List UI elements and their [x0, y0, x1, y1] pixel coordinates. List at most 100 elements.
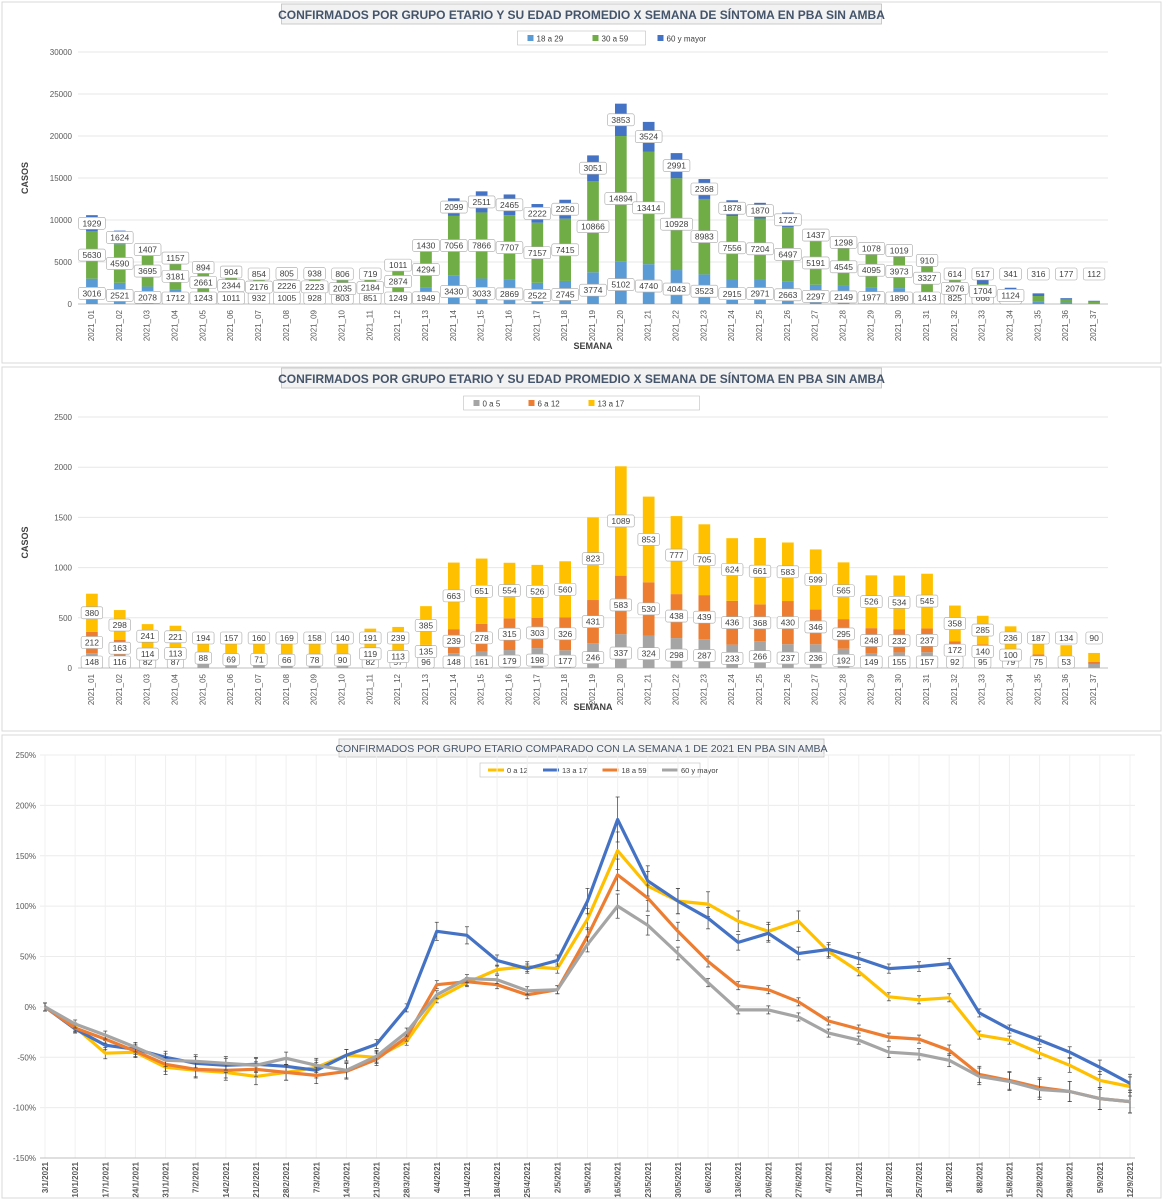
data-label-middle-2021_19-box — [576, 220, 610, 233]
data-label-bottom-2021_17-box — [523, 289, 552, 302]
data-label-top-2021_30-box — [888, 596, 911, 609]
data-label-middle-2021_06-box — [217, 279, 245, 292]
data-label-bottom-2021_02: 116 — [113, 657, 127, 667]
data-label-top-2021_29: 1078 — [862, 243, 881, 253]
data-label-middle-2021_30: 3973 — [890, 266, 909, 276]
data-label-bottom-2021_19: 246 — [586, 653, 600, 663]
x-tick-label: 2021_18 — [560, 309, 569, 341]
data-label-bottom-2021_16: 2869 — [500, 289, 519, 299]
x-tick-label: 2021_13 — [421, 309, 430, 341]
data-label-bottom-2021_20-box — [607, 278, 635, 291]
x-tick-label: 4/7/2021 — [825, 1161, 834, 1193]
data-label-middle-2021_27-box — [804, 620, 827, 634]
data-label-bottom-2021_33: 666 — [976, 293, 990, 303]
data-label-top-2021_30: 534 — [892, 597, 906, 607]
data-label-top-2021_20-box — [607, 113, 635, 127]
data-label-bottom-2021_31: 1413 — [918, 293, 937, 303]
x-tick-label: 10/1/2021 — [71, 1161, 80, 1197]
data-label-top-2021_29: 526 — [864, 597, 878, 607]
data-label-middle-2021_29: 4095 — [862, 265, 881, 275]
x-tick-label: 2021_21 — [644, 309, 653, 341]
data-label-top-2021_34: 236 — [1003, 633, 1017, 643]
data-label-top-2021_20: 1089 — [611, 516, 630, 526]
data-label-middle-2021_08-box — [273, 279, 301, 293]
x-tick-label: 2021_05 — [198, 309, 207, 341]
data-label-bottom-2021_15-box — [467, 286, 496, 300]
data-label-bottom-2021_21-box — [634, 279, 663, 293]
data-label-top-2021_18-box — [551, 202, 579, 216]
x-tick-label: 31/1/2021 — [162, 1161, 171, 1197]
x-tick-label: 2021_32 — [950, 673, 959, 705]
data-label-top-2021_01-box — [78, 216, 106, 230]
data-label-bottom-2021_27-box — [804, 651, 827, 665]
x-tick-label: 2021_30 — [894, 673, 903, 705]
data-label-middle-2021_09: 78 — [310, 655, 320, 665]
data-label-bottom-2021_17-box — [526, 653, 549, 667]
data-label-middle-2021_10: 2035 — [333, 284, 352, 294]
data-label-middle-2021_02: 4590 — [110, 259, 129, 269]
data-label-middle-2021_19: 10866 — [581, 222, 605, 232]
data-label-middle-2021_15-box — [470, 631, 493, 645]
data-label-bottom-2021_06: 1011 — [222, 293, 241, 303]
data-label-middle-2021_17-box — [523, 246, 552, 260]
data-label-top-2021_16-box — [498, 584, 521, 597]
y-tick-label: 0 — [68, 300, 73, 309]
legend-label-0: 18 a 29 — [537, 35, 564, 44]
data-label-top-2021_22-box — [662, 159, 691, 172]
x-tick-label: 5/9/2021 — [1096, 1161, 1105, 1193]
data-label-middle-2021_01-box — [80, 636, 104, 649]
data-label-top-2021_13-box — [414, 619, 438, 632]
line-series-60-y-mayor — [44, 904, 1131, 1104]
data-label-top-2021_24-box — [721, 563, 744, 576]
x-tick-label: 2021_24 — [727, 309, 736, 341]
legend-swatch-0 — [473, 400, 480, 406]
x-tick-label: 2021_36 — [1061, 309, 1070, 341]
data-label-top-2021_31: 910 — [920, 255, 934, 265]
data-label-top-2021_18: 560 — [558, 584, 572, 594]
x-tick-label: 25/4/2021 — [523, 1161, 532, 1197]
data-label-bottom-2021_24: 233 — [725, 653, 739, 663]
data-label-middle-2021_07-box — [245, 280, 273, 294]
data-label-bottom-2021_09: 928 — [308, 293, 322, 303]
x-axis-title: SEMANA — [573, 341, 613, 351]
data-label-bottom-2021_02-box — [108, 655, 131, 669]
legend-label-0: 0 a 5 — [483, 400, 501, 409]
x-tick-label: 2021_35 — [1033, 673, 1042, 705]
data-label-middle-2021_06-box — [222, 653, 240, 666]
data-label-top-2021_26: 1727 — [778, 215, 797, 225]
data-label-bottom-2021_26-box — [774, 288, 802, 302]
data-label-middle-2021_28: 295 — [836, 629, 850, 639]
data-label-bottom-2021_14: 148 — [447, 657, 461, 667]
x-tick-label: 2021_21 — [644, 673, 653, 705]
data-label-top-2021_19: 823 — [586, 554, 600, 564]
y-tick-label: 2000 — [54, 463, 72, 472]
data-label-top-2021_14: 663 — [447, 591, 461, 601]
x-tick-label: 8/8/2021 — [975, 1161, 984, 1193]
data-label-bottom-2021_27-box — [802, 290, 830, 303]
data-label-top-2021_01-box — [80, 606, 104, 620]
data-label-middle-2021_32: 2076 — [945, 283, 964, 293]
y-tick-label: 1500 — [54, 513, 72, 522]
legend-box — [517, 30, 646, 46]
data-label-top-2021_36: 134 — [1059, 633, 1073, 643]
data-label-top-2021_15: 651 — [475, 586, 489, 596]
legend-label-0: 0 a 12 — [507, 766, 528, 775]
data-label-top-2021_22: 2991 — [667, 161, 686, 171]
data-label-top-2021_11-box — [359, 267, 382, 281]
x-tick-label: 2021_27 — [811, 309, 820, 341]
x-tick-label: 2021_16 — [504, 309, 513, 341]
data-label-bottom-2021_01: 148 — [85, 657, 99, 667]
bar-30-a-59-2021_35 — [1032, 296, 1045, 302]
x-tick-label: 2021_15 — [477, 309, 486, 341]
x-tick-label: 2021_25 — [755, 309, 764, 341]
data-label-top-2021_06-box — [220, 631, 243, 645]
data-label-top-2021_25: 1870 — [751, 206, 770, 216]
x-tick-label: 2021_37 — [1089, 673, 1098, 705]
data-label-middle-2021_14-box — [440, 239, 468, 252]
bar-18-a-29-2021_37 — [1088, 303, 1100, 304]
data-label-middle-2021_15-box — [467, 239, 496, 252]
data-label-middle-2021_34: 100 — [1003, 650, 1017, 660]
data-label-top-2021_24: 624 — [725, 565, 739, 575]
x-tick-label: 2021_28 — [839, 309, 848, 341]
data-label-bottom-2021_06-box — [217, 291, 245, 305]
